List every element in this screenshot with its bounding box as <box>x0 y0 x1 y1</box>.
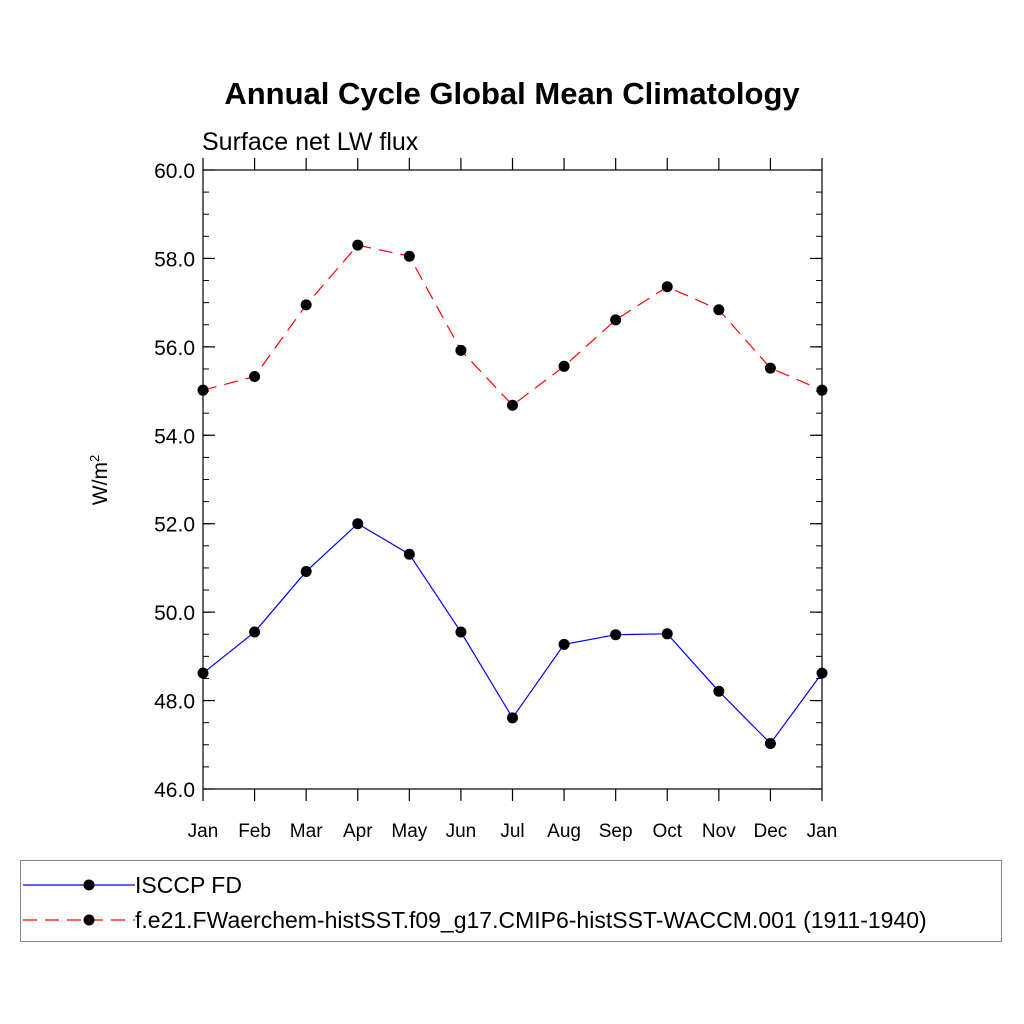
x-tick-label: Apr <box>343 821 373 842</box>
legend: ISCCP FD f.e21.FWaerchem-histSST.f09_g17… <box>20 860 1002 942</box>
data-point-0 <box>249 626 261 638</box>
data-point-1 <box>610 314 622 326</box>
data-point-1 <box>403 250 415 262</box>
chart-subtitle: Surface net LW flux <box>202 128 419 156</box>
data-point-0 <box>300 565 312 577</box>
data-point-1 <box>661 281 673 293</box>
legend-swatch-waccm <box>23 914 135 926</box>
data-point-0 <box>403 548 415 560</box>
data-point-1 <box>558 360 570 372</box>
data-point-0 <box>455 626 467 638</box>
x-tick-label: Sep <box>599 821 633 842</box>
y-tick-label: 54.0 <box>154 425 195 448</box>
data-point-0 <box>507 712 518 724</box>
legend-swatch-isccp <box>23 879 135 891</box>
x-tick-label: Jan <box>807 821 838 842</box>
data-point-1 <box>816 384 828 396</box>
x-tick-label: Dec <box>754 821 788 842</box>
y-tick-label: 56.0 <box>154 337 195 360</box>
y-tick-label: 50.0 <box>154 602 195 625</box>
data-point-1 <box>197 384 209 396</box>
data-point-1 <box>764 362 776 374</box>
data-point-0 <box>558 638 570 650</box>
data-point-1 <box>352 239 364 251</box>
y-axis-label-text: W/m <box>89 462 112 505</box>
x-tick-label: Jul <box>500 821 524 842</box>
data-point-0 <box>816 667 828 679</box>
series-layer <box>197 239 828 749</box>
x-tick-label: Jun <box>446 821 477 842</box>
x-tick-label: Nov <box>702 821 736 842</box>
data-point-0 <box>352 518 364 530</box>
data-point-1 <box>300 299 312 311</box>
legend-item-waccm: f.e21.FWaerchem-histSST.f09_g17.CMIP6-hi… <box>21 902 1001 938</box>
legend-item-isccp: ISCCP FD <box>21 867 1001 903</box>
y-tick-label: 52.0 <box>154 514 195 537</box>
y-tick-label: 46.0 <box>154 779 195 802</box>
y-axis-label-superscript: 2 <box>87 455 102 462</box>
x-tick-label: Oct <box>652 821 682 842</box>
x-tick-label: Mar <box>290 821 323 842</box>
legend-label-isccp: ISCCP FD <box>135 872 242 898</box>
data-point-0 <box>661 628 673 640</box>
x-tick-label: Jan <box>188 821 219 842</box>
data-point-1 <box>455 344 467 356</box>
axes: 46.0 48.0 50.0 52.0 54.0 56.0 58.0 60.0 Jan Feb Ma… <box>154 158 837 842</box>
data-point-1 <box>713 304 725 316</box>
y-tick-label: 58.0 <box>154 248 195 271</box>
legend-label-waccm: f.e21.FWaerchem-histSST.f09_g17.CMIP6-hi… <box>135 907 927 933</box>
y-axis-label: W/m2 <box>87 455 112 505</box>
data-point-0 <box>713 685 725 697</box>
chart-title: Annual Cycle Global Mean Climatology <box>224 76 800 111</box>
data-point-1 <box>507 399 518 411</box>
x-tick-label: Aug <box>547 821 581 842</box>
plot-frame <box>202 169 823 790</box>
x-tick-label: May <box>391 821 427 842</box>
data-point-1 <box>249 370 261 382</box>
x-tick-label: Feb <box>238 821 271 842</box>
data-point-0 <box>764 737 776 749</box>
series-line-0 <box>202 522 823 745</box>
y-tick-label: 60.0 <box>154 160 195 183</box>
y-tick-label: 48.0 <box>154 691 195 714</box>
data-point-0 <box>610 629 622 641</box>
data-point-0 <box>197 667 209 679</box>
series-line-1 <box>202 244 823 407</box>
line-chart: Annual Cycle Global Mean Climatology Sur… <box>87 76 837 842</box>
